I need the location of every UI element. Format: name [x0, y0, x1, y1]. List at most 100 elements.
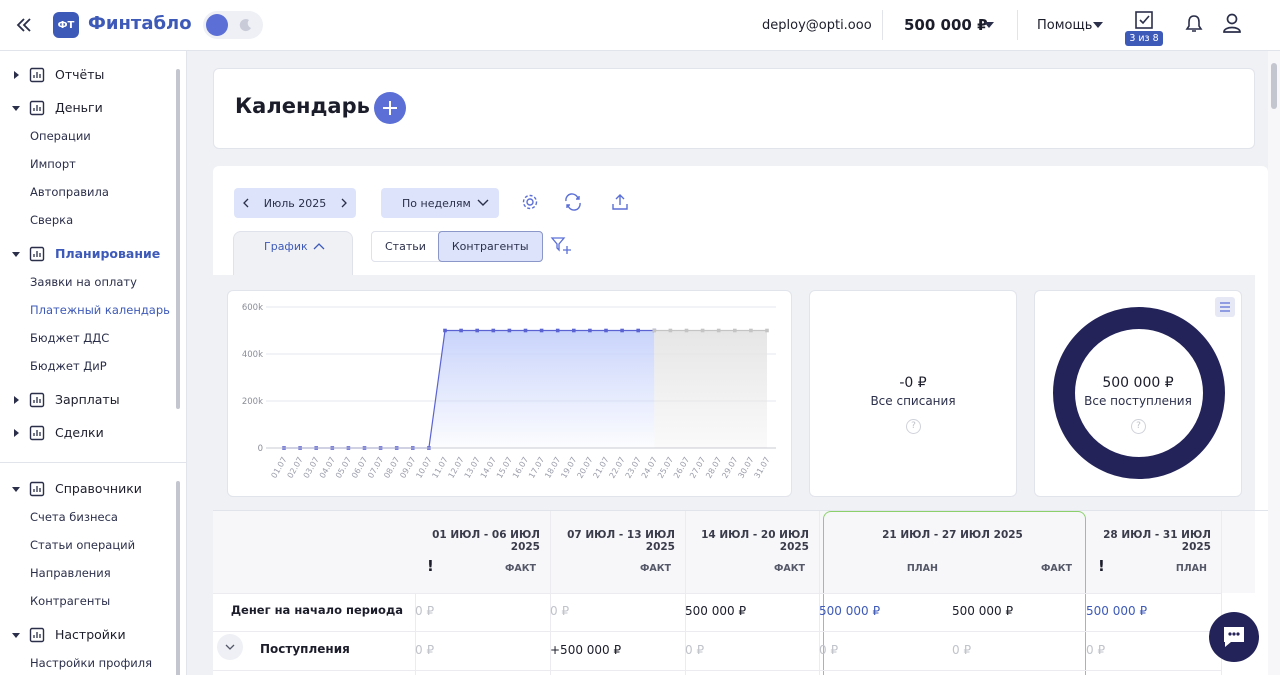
nav-section[interactable]: Отчёты: [55, 67, 104, 82]
nav-item[interactable]: Направления: [30, 566, 111, 580]
expense-label: Все списания: [810, 394, 1016, 408]
point: [572, 329, 576, 333]
point: [556, 329, 560, 333]
nav-section[interactable]: Настройки: [55, 627, 126, 642]
nav-section[interactable]: Сделки: [55, 425, 104, 440]
y-tick-label: 600k: [242, 303, 263, 313]
caret[interactable]: [12, 631, 20, 639]
caret[interactable]: [12, 250, 20, 258]
view-tab[interactable]: Статьи: [372, 232, 439, 261]
user-email[interactable]: deploy@opti.ooo: [762, 18, 872, 33]
nav-item[interactable]: Контрагенты: [30, 594, 110, 608]
nav-item[interactable]: Статьи операций: [30, 538, 135, 552]
nav-item[interactable]: Автоправила: [30, 185, 109, 199]
brand[interactable]: Финтабло: [88, 13, 192, 34]
nav-section[interactable]: Деньги: [55, 100, 103, 115]
caret[interactable]: [12, 396, 20, 404]
section-icon: [29, 627, 45, 643]
point: [524, 329, 528, 333]
nav-item[interactable]: Бюджет ДиР: [30, 359, 107, 373]
cell: 0 ₽: [1086, 643, 1207, 657]
help-icon[interactable]: ?: [906, 419, 921, 434]
cell: 500 000 ₽: [1086, 604, 1207, 618]
nav-section[interactable]: Зарплаты: [55, 392, 120, 407]
point: [588, 329, 592, 333]
tasks-icon[interactable]: [1134, 10, 1154, 30]
menu-button[interactable]: [1215, 297, 1235, 317]
nav-item[interactable]: Счета бизнеса: [30, 510, 118, 524]
nav-item[interactable]: Сверка: [30, 213, 73, 227]
section-icon: [29, 425, 45, 441]
period-picker[interactable]: Июль 2025: [234, 188, 356, 218]
grouping-select[interactable]: По неделям: [381, 188, 499, 218]
filter-icon[interactable]: [550, 235, 572, 255]
row-label: Денег на начало периода: [213, 603, 403, 617]
nav-section[interactable]: Планирование: [55, 246, 160, 261]
caret[interactable]: [12, 429, 20, 437]
add-button[interactable]: [374, 92, 406, 124]
column-kind: ФАКТ: [550, 563, 671, 574]
nav-section[interactable]: Справочники: [55, 481, 142, 496]
nav-item[interactable]: Платежный календарь: [30, 303, 170, 317]
section-icon: [29, 246, 45, 262]
caret[interactable]: [12, 71, 20, 79]
point: [669, 329, 673, 333]
row-divider: [213, 670, 1221, 671]
point: [685, 329, 689, 333]
profile-icon[interactable]: [1222, 13, 1242, 33]
point: [653, 329, 657, 333]
cell: 0 ₽: [819, 643, 938, 657]
nav-item[interactable]: Настройки профиля: [30, 656, 152, 670]
week-label: 07 ИЮЛ - 13 ИЮЛ 2025: [550, 529, 675, 553]
point: [749, 329, 753, 333]
column-kind: ФАКТ: [685, 563, 805, 574]
point: [701, 329, 705, 333]
grouping: По неделям: [402, 197, 471, 210]
area: [654, 331, 767, 449]
caret[interactable]: [12, 485, 20, 493]
logo[interactable]: ФТ: [53, 12, 79, 38]
point: [459, 329, 463, 333]
point: [443, 329, 447, 333]
area: [284, 331, 654, 449]
header: ФТ Финтабло deploy@opti.ooo 500 000 ₽ По…: [0, 0, 1280, 51]
help-icon[interactable]: ?: [1131, 419, 1146, 434]
chat-button[interactable]: [1209, 612, 1259, 662]
column-kind: ПЛАН: [1086, 563, 1207, 574]
cell: 0 ₽: [550, 604, 671, 618]
column-kind: ФАКТ: [952, 563, 1072, 574]
balance[interactable]: 500 000 ₽: [904, 16, 988, 34]
section-icon: [29, 481, 45, 497]
theme-toggle[interactable]: [203, 11, 263, 39]
y-tick-label: 200k: [242, 397, 263, 407]
period: Июль 2025: [264, 197, 327, 210]
view-switch: СтатьиКонтрагенты: [371, 231, 543, 262]
notifications-icon[interactable]: [1185, 14, 1203, 34]
settings-icon[interactable]: [521, 193, 539, 211]
point: [540, 329, 544, 333]
nav-item[interactable]: Бюджет ДДС: [30, 331, 109, 345]
point: [475, 329, 479, 333]
chart-tab[interactable]: График: [233, 231, 353, 276]
page-title: Календарь: [235, 94, 370, 118]
sidebar: Отчёты Деньги Операции Импорт Автоправила Све…: [0, 51, 187, 675]
expand-button[interactable]: [217, 634, 243, 660]
nav-item[interactable]: Импорт: [30, 157, 76, 171]
week-label: 14 ИЮЛ - 20 ИЮЛ 2025: [685, 529, 809, 553]
cell: 500 000 ₽: [952, 604, 1072, 618]
caret[interactable]: [12, 104, 20, 112]
collapse-icon[interactable]: [16, 17, 32, 33]
nav-item[interactable]: Заявки на оплату: [30, 275, 137, 289]
point: [717, 329, 721, 333]
refresh-icon[interactable]: [563, 193, 583, 211]
chart: 0200k400k600k01.0702.0703.0704.0705.0706…: [228, 291, 791, 496]
nav-item[interactable]: Операции: [30, 129, 91, 143]
view-tab[interactable]: Контрагенты: [438, 231, 543, 262]
scrollbar[interactable]: [1268, 51, 1280, 675]
help-menu[interactable]: Помощь: [1037, 18, 1092, 33]
point: [604, 329, 608, 333]
export-icon[interactable]: [611, 193, 629, 211]
section-icon: [29, 100, 45, 116]
